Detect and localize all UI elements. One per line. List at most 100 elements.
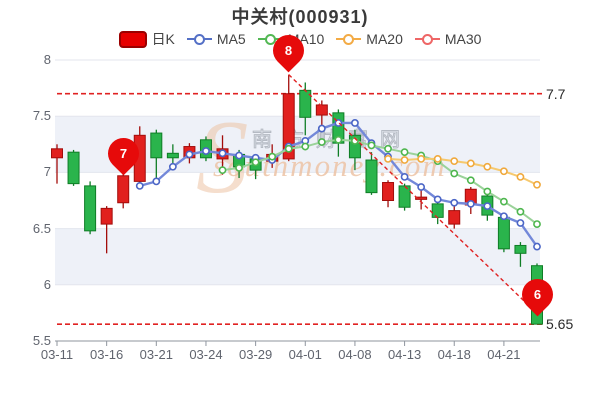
ma-point bbox=[533, 180, 541, 189]
candle-body bbox=[497, 216, 510, 250]
ma-point bbox=[400, 172, 409, 181]
candle-body bbox=[448, 210, 461, 225]
candle-body bbox=[150, 132, 163, 159]
ma-point bbox=[450, 198, 459, 207]
ma-point bbox=[218, 149, 227, 158]
price-marker-balloon-6: 6 bbox=[515, 272, 559, 317]
candles bbox=[51, 74, 543, 325]
ma-point bbox=[516, 219, 525, 227]
y-axis-label: 6.5 bbox=[32, 220, 51, 236]
ma10-marker-icon bbox=[257, 33, 283, 45]
ma-point bbox=[334, 135, 343, 144]
ma-point bbox=[185, 150, 194, 159]
ma-point bbox=[433, 155, 442, 163]
x-axis-label: 04-01 bbox=[288, 347, 322, 362]
ma-point bbox=[301, 142, 310, 151]
ma-point bbox=[516, 207, 525, 216]
candle-body bbox=[398, 185, 411, 208]
ma-point bbox=[483, 202, 492, 211]
y-axis-label: 7 bbox=[43, 164, 51, 180]
ma-point bbox=[202, 147, 210, 155]
ma20-marker-icon bbox=[336, 33, 362, 45]
legend-label: MA5 bbox=[216, 31, 246, 47]
x-axis-label: 04-21 bbox=[487, 347, 521, 362]
ma-point bbox=[400, 156, 409, 164]
legend-item-ma5[interactable]: MA5 bbox=[186, 31, 246, 47]
ma-point bbox=[367, 141, 376, 150]
ma-point bbox=[152, 177, 161, 186]
legend-label: MA20 bbox=[366, 31, 403, 47]
y-axis-label: 6 bbox=[43, 276, 51, 292]
x-axis-label: 04-08 bbox=[338, 347, 372, 362]
legend-label: 日K bbox=[151, 31, 175, 47]
candle-body bbox=[348, 134, 361, 159]
ma-point bbox=[251, 158, 260, 167]
y-axis-label: 7.5 bbox=[32, 108, 51, 124]
ma-point bbox=[317, 124, 326, 133]
ma-point bbox=[466, 159, 475, 168]
x-axis-label: 03-16 bbox=[90, 347, 124, 362]
kline-swatch-icon bbox=[118, 30, 147, 48]
ma30-marker-icon bbox=[414, 33, 440, 45]
candle-body bbox=[51, 148, 63, 159]
ma-point bbox=[268, 152, 277, 161]
ma-point bbox=[433, 195, 442, 204]
ma-point bbox=[135, 181, 144, 190]
ma-point bbox=[284, 144, 293, 153]
ref-price-label-upper: 7.7 bbox=[546, 85, 566, 102]
ma-point bbox=[483, 187, 492, 196]
ma-point bbox=[533, 242, 541, 251]
candle-body bbox=[514, 244, 527, 254]
legend-item-kline[interactable]: 日K bbox=[118, 29, 175, 49]
ma-point bbox=[499, 197, 508, 206]
candle-body bbox=[67, 151, 80, 185]
candle-body bbox=[415, 196, 428, 200]
candle-body bbox=[100, 207, 113, 225]
candle-body bbox=[315, 104, 328, 116]
ma-point bbox=[384, 155, 392, 163]
ma-point bbox=[168, 162, 177, 171]
legend-item-ma30[interactable]: MA30 bbox=[414, 31, 482, 47]
ma-point bbox=[466, 199, 475, 208]
trend-line bbox=[288, 74, 541, 317]
x-axis-label: 04-18 bbox=[437, 347, 471, 362]
legend-label: MA30 bbox=[444, 31, 482, 47]
x-axis-label: 03-21 bbox=[139, 347, 173, 362]
y-axis-label: 8 bbox=[43, 52, 51, 67]
candle-body bbox=[84, 185, 97, 232]
legend-item-ma20[interactable]: MA20 bbox=[336, 31, 403, 47]
ma-point bbox=[533, 220, 541, 229]
ma-point bbox=[351, 119, 359, 127]
ma-point bbox=[417, 183, 426, 191]
candle-body bbox=[117, 175, 130, 204]
ma5-marker-icon bbox=[186, 33, 212, 45]
ma-point bbox=[235, 164, 243, 172]
candle-body bbox=[431, 203, 444, 218]
ma-point bbox=[516, 172, 525, 181]
ma-point bbox=[400, 148, 409, 157]
ma-point bbox=[235, 151, 243, 160]
x-axis-label: 03-24 bbox=[189, 347, 223, 362]
ref-price-label-lower: 5.65 bbox=[546, 316, 574, 333]
ma-line-ma20 bbox=[384, 155, 541, 189]
ma-point bbox=[450, 157, 459, 166]
ma-point bbox=[466, 176, 475, 185]
ma-point bbox=[499, 212, 508, 221]
ma-point bbox=[218, 166, 227, 175]
x-axis-label: 03-11 bbox=[40, 347, 74, 362]
ma-point bbox=[483, 162, 492, 171]
page-title: 中关村(000931) bbox=[231, 7, 369, 27]
candle-body bbox=[382, 182, 395, 202]
x-axis-label: 04-13 bbox=[387, 347, 422, 362]
ma-point bbox=[450, 169, 459, 178]
candle-body bbox=[282, 93, 295, 160]
candle-body bbox=[365, 159, 378, 194]
ma-point bbox=[384, 144, 392, 153]
x-axis-label: 03-29 bbox=[238, 347, 273, 362]
y-axis-label: 5.5 bbox=[32, 333, 51, 348]
ma-point bbox=[499, 167, 508, 176]
ma-point bbox=[417, 155, 426, 163]
x-axis bbox=[55, 340, 540, 346]
